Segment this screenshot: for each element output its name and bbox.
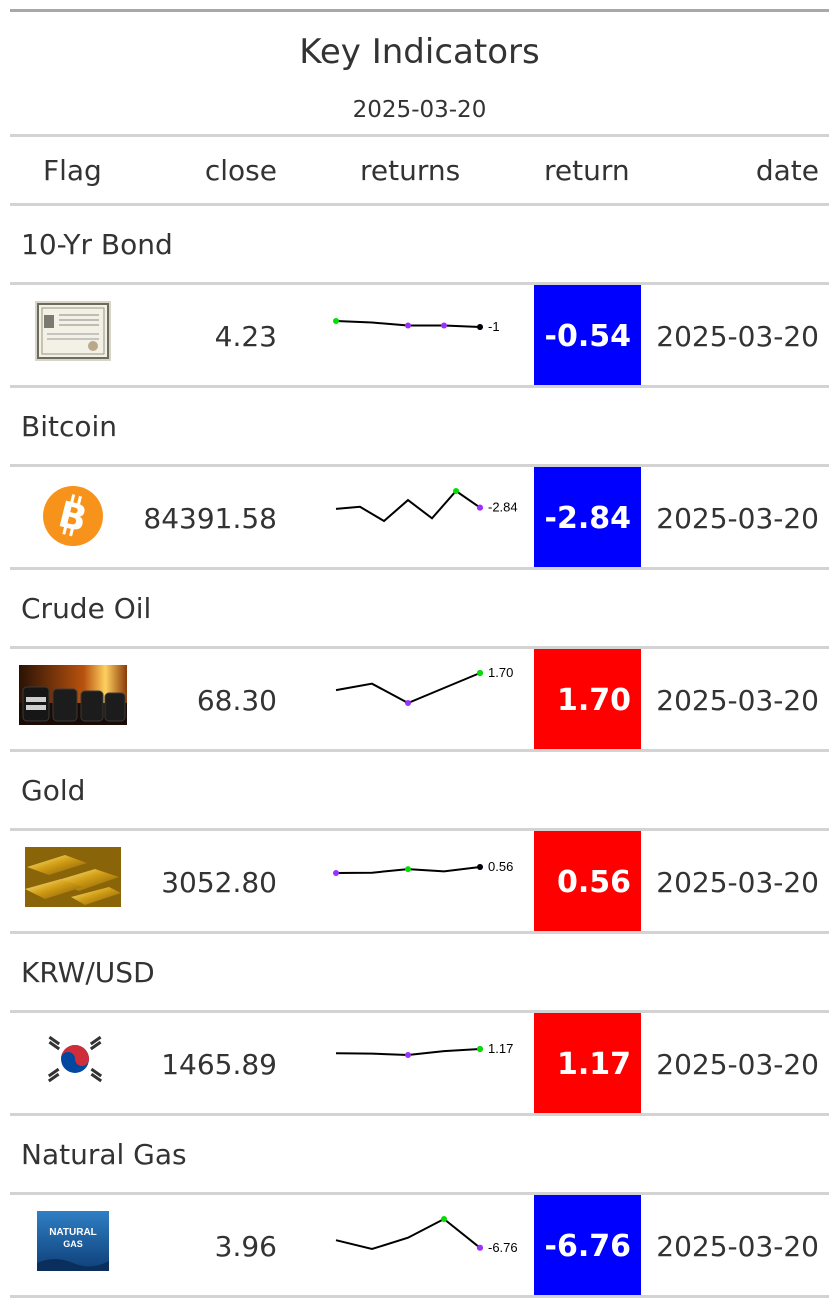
sparkline-low-point: [405, 322, 411, 329]
close-value: 3052.80: [161, 866, 277, 899]
table-row: 4.23 -1 -0.54 2025-03-20: [10, 285, 829, 385]
sparkline-low-point: [441, 322, 447, 329]
close-value: 68.30: [196, 684, 277, 717]
table-row: 68.30 1.70 1.70 2025-03-20: [10, 649, 829, 749]
date-value: 2025-03-20: [656, 1048, 819, 1081]
return-value: 1.70: [534, 649, 641, 749]
rule: [10, 1192, 829, 1195]
bond-certificate-icon: [35, 301, 111, 361]
returns-sparkline: 1.70: [335, 665, 513, 706]
close-value: 3.96: [214, 1230, 277, 1263]
column-header-row: Flag close returns return date: [10, 137, 829, 203]
sparkline-low-point: [333, 870, 339, 876]
sparkline-path: [335, 672, 481, 705]
group-row-crude-oil: Crude Oil: [21, 592, 152, 625]
flag-cell: NATURAL GAS: [10, 1195, 135, 1295]
sparkline-low-point: [405, 1052, 411, 1058]
rule: [10, 931, 829, 934]
sparkline-value-label: 1.17: [488, 1041, 513, 1056]
top-rule: [10, 9, 829, 12]
rule: [10, 1113, 829, 1116]
sparkline-last-point: [477, 504, 483, 511]
sparkline-low-point: [405, 700, 411, 706]
return-value: -2.84: [534, 467, 641, 567]
table-title: Key Indicators: [299, 32, 540, 72]
close-value: 1465.89: [161, 1048, 277, 1081]
table-row: 1465.89 1.17 1.17 2025-03-20: [10, 1013, 829, 1113]
rule: [10, 1010, 829, 1013]
return-value: 1.17: [534, 1013, 641, 1113]
group-row-natural-gas: Natural Gas: [21, 1138, 187, 1171]
sparkline-last-point: [477, 670, 483, 676]
rule: [10, 646, 829, 649]
date-value: 2025-03-20: [656, 502, 819, 535]
natural-gas-icon-line-1: NATURAL: [49, 1227, 97, 1238]
return-value: 0.56: [534, 831, 641, 931]
column-header-returns: returns: [360, 154, 461, 187]
group-row-bitcoin: Bitcoin: [21, 410, 118, 443]
table-row: B 84391.58 -2.84 -2.84 2025-03-20: [10, 467, 829, 567]
date-value: 2025-03-20: [656, 866, 819, 899]
returns-sparkline: 0.56: [333, 859, 513, 876]
column-header-date: date: [755, 154, 819, 187]
close-value: 84391.58: [143, 502, 277, 535]
table-row: NATURAL GAS 3.96 -6.76 -6.76 2025-03-20: [10, 1195, 829, 1295]
sparkline-value-label: -1: [488, 319, 500, 334]
sparkline-last-point: [477, 1244, 483, 1251]
date-value: 2025-03-20: [656, 684, 819, 717]
group-row-10yr-bond: 10-Yr Bond: [21, 228, 173, 261]
key-indicators-table: Key Indicators 2025-03-20 Flag close ret…: [10, 9, 829, 1298]
column-header-return: return: [544, 154, 630, 187]
rule: [10, 385, 829, 388]
sparkline-value-label: 1.70: [488, 665, 513, 680]
rule: [10, 749, 829, 752]
group-row-gold: Gold: [21, 774, 86, 807]
sparkline-value-label: -6.76: [488, 1240, 518, 1255]
column-header-close: close: [204, 154, 277, 187]
rule: [10, 464, 829, 467]
sparkline-high-point: [441, 1216, 447, 1222]
flag-cell: B: [10, 467, 135, 567]
sparkline-path: [335, 1217, 481, 1251]
rule: [10, 203, 829, 206]
natural-gas-icon-line-2: GAS: [63, 1239, 83, 1249]
column-header-flag: Flag: [43, 154, 102, 187]
sparkline-last-point: [477, 864, 483, 870]
sparkline-high-point: [405, 866, 411, 873]
rule: [10, 282, 829, 285]
returns-sparkline: -1: [333, 318, 500, 334]
date-value: 2025-03-20: [656, 1230, 819, 1263]
return-value: -0.54: [534, 285, 641, 385]
sparkline-last-point: [477, 324, 483, 330]
table-row: 3052.80 0.56 0.56 2025-03-20: [10, 831, 829, 931]
return-value: -6.76: [534, 1195, 641, 1295]
returns-sparkline: -6.76: [335, 1216, 518, 1255]
returns-sparkline: 1.17: [335, 1041, 513, 1058]
sparkline-last-point: [477, 1046, 483, 1052]
table-subtitle: 2025-03-20: [352, 97, 487, 123]
rule: [10, 134, 829, 137]
date-value: 2025-03-20: [656, 320, 819, 353]
flag-cell: [10, 1013, 135, 1113]
sparkline-path: [335, 489, 481, 523]
rule: [10, 1295, 829, 1298]
flag-cell: [10, 831, 135, 931]
oil-barrels-icon: [19, 665, 127, 725]
bitcoin-icon: B: [43, 486, 103, 546]
gold-bars-icon: [25, 847, 121, 907]
close-value: 4.23: [214, 320, 277, 353]
returns-sparkline: -2.84: [335, 488, 518, 523]
group-row-krw-usd: KRW/USD: [21, 956, 155, 989]
rule: [10, 828, 829, 831]
natural-gas-icon: NATURAL GAS: [37, 1211, 109, 1271]
flag-cell: [10, 649, 135, 749]
rule: [10, 567, 829, 570]
sparkline-value-label: 0.56: [488, 859, 513, 874]
sparkline-value-label: -2.84: [488, 500, 518, 515]
sparkline-high-point: [333, 318, 339, 324]
korea-flag-icon: [40, 1031, 110, 1087]
flag-cell: [10, 285, 135, 385]
sparkline-high-point: [453, 488, 459, 494]
